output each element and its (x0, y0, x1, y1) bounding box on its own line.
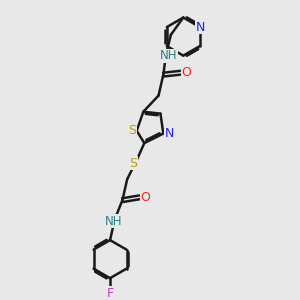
Text: S: S (128, 124, 136, 137)
Text: F: F (106, 287, 114, 300)
Text: N: N (196, 21, 206, 34)
Text: NH: NH (105, 214, 123, 228)
Text: O: O (181, 66, 191, 79)
Text: O: O (140, 191, 150, 204)
Text: S: S (129, 157, 137, 169)
Text: NH: NH (160, 49, 178, 62)
Text: N: N (164, 127, 174, 140)
